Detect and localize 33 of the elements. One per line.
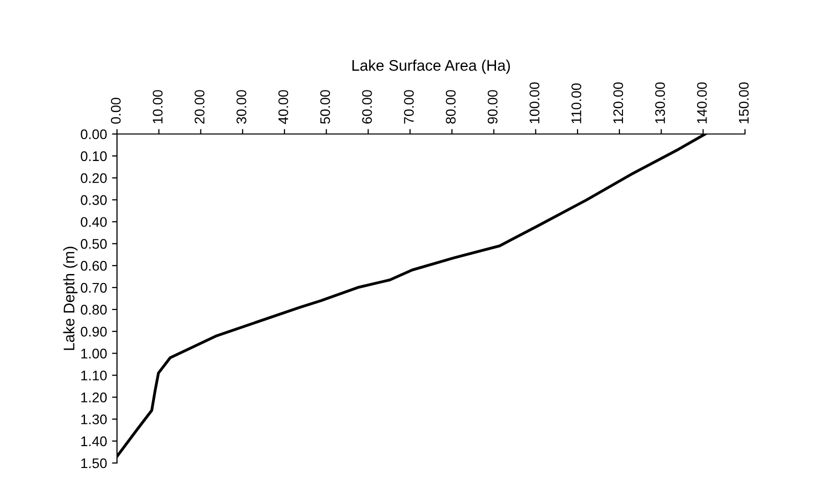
x-tick-label: 120.00	[613, 82, 624, 124]
x-tick-label: 30.00	[236, 90, 246, 124]
x-tick-label: 60.00	[362, 90, 372, 124]
y-tick-label: 0.60	[80, 260, 107, 271]
y-tick-label: 0.00	[80, 129, 107, 140]
y-tick-label: 1.00	[81, 348, 107, 359]
x-tick-label: 90.00	[488, 90, 498, 124]
y-tick-label: 0.90	[80, 326, 107, 337]
y-tick-label: 0.50	[80, 239, 107, 249]
x-tick-label: 130.00	[655, 82, 665, 124]
x-tick-label: 50.00	[320, 90, 330, 124]
y-tick-label: 0.30	[80, 195, 107, 205]
y-tick-label: 0.70	[80, 282, 107, 293]
x-tick-label: 20.00	[194, 90, 204, 124]
y-tick-label: 0.10	[80, 151, 107, 162]
x-tick-label: 70.00	[404, 90, 414, 124]
x-tick-label: 40.00	[278, 90, 288, 124]
y-tick-label: 1.40	[81, 436, 107, 446]
y-tick-label: 0.20	[80, 173, 107, 184]
y-tick-label: 0.40	[80, 217, 107, 227]
x-axis-title: Lake Surface Area (Ha)	[352, 60, 510, 74]
x-tick-label: 150.00	[738, 82, 749, 124]
x-tick-label: 10.00	[152, 90, 163, 124]
y-tick-label: 1.10	[81, 370, 107, 380]
y-tick-label: 1.30	[81, 414, 107, 424]
y-tick-label: 1.20	[81, 392, 107, 402]
y-axis-title: Lake Depth (m)	[63, 246, 78, 350]
y-tick-label: 1.50	[81, 458, 107, 468]
y-tick-label: 0.80	[80, 304, 107, 315]
x-tick-label: 140.00	[697, 82, 707, 124]
x-tick-label: 80.00	[446, 90, 456, 124]
x-tick-label: 100.00	[530, 82, 540, 124]
x-tick-label: 110.00	[571, 83, 582, 124]
